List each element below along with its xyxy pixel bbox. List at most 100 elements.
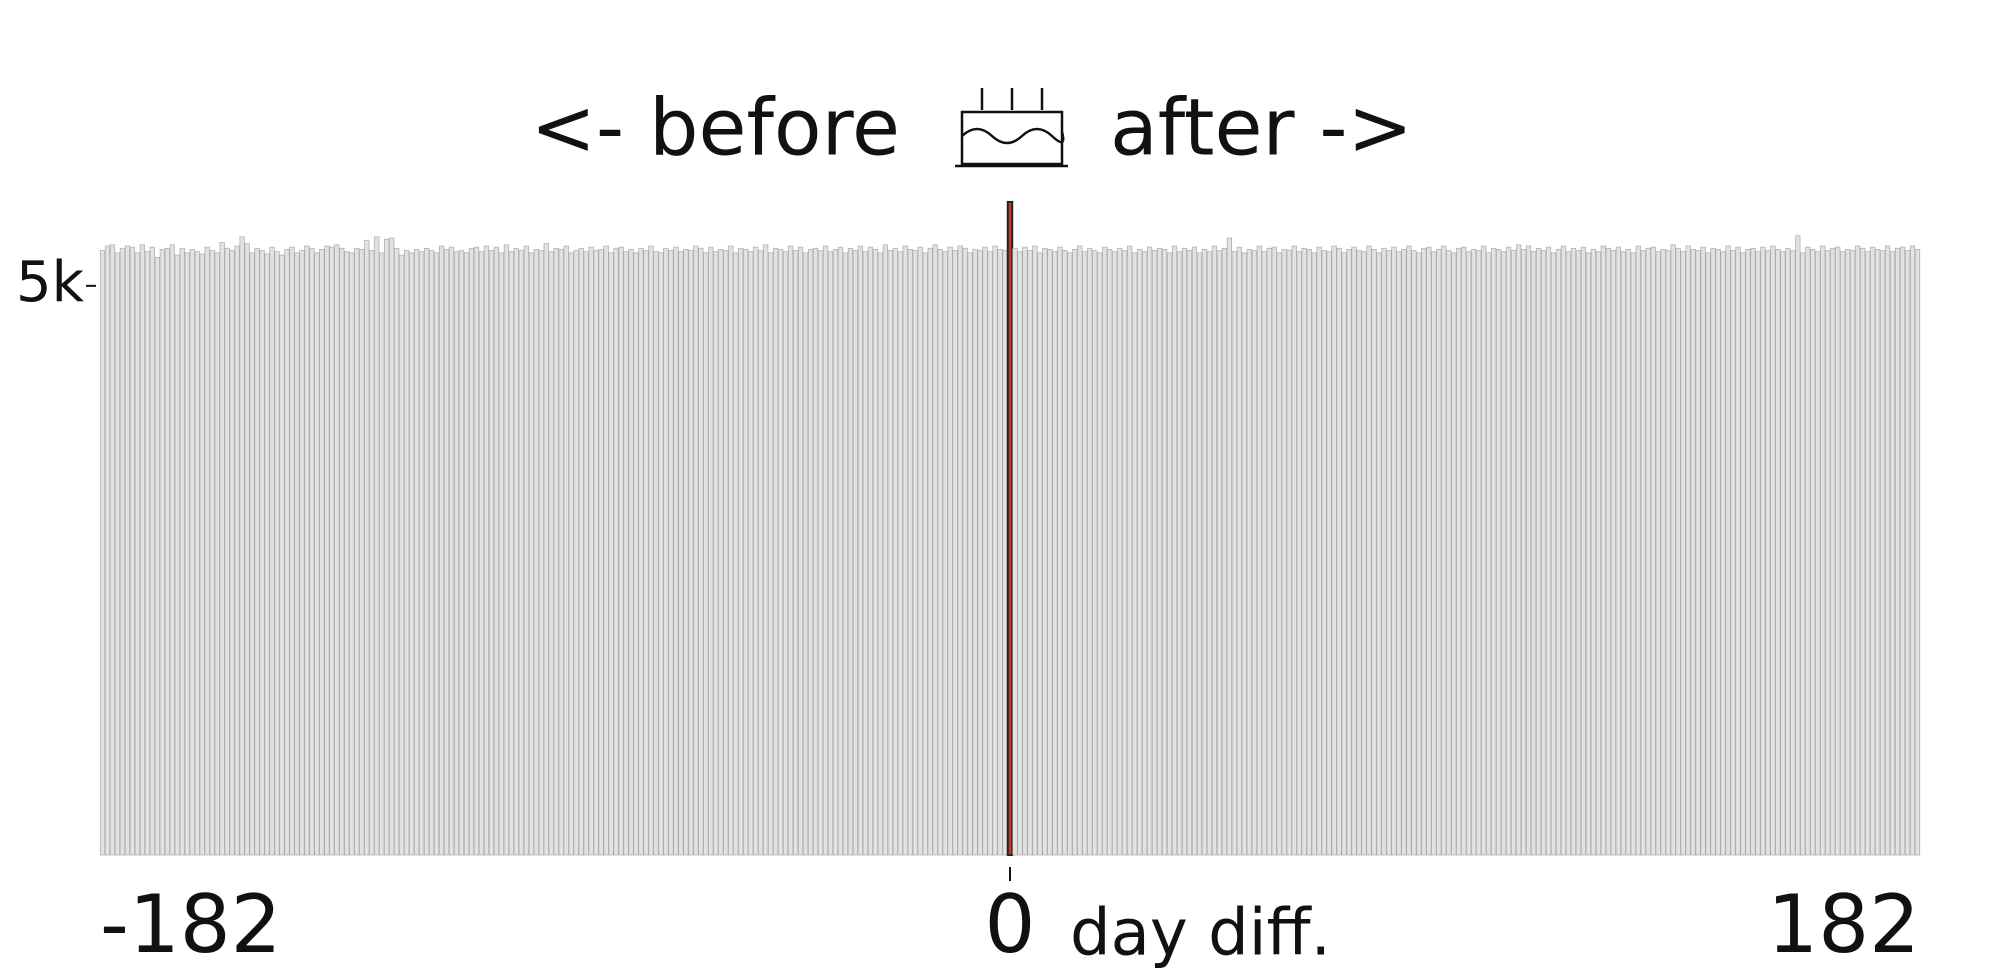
bar [877,252,883,856]
bar [1710,247,1716,856]
bar [154,257,160,856]
bar [1176,251,1183,856]
cake-icon [955,88,1068,168]
bar [1256,245,1262,856]
bar [788,245,794,856]
bar [558,249,564,856]
bar [224,247,230,856]
bar [214,252,220,856]
chart-title-left: <- before [531,83,900,173]
bar [1700,246,1706,856]
bar [1545,246,1552,856]
bar [1196,252,1203,856]
bar [783,251,789,856]
bar [693,245,699,856]
bar [1122,250,1128,856]
bar [1351,246,1357,856]
bar [1077,245,1083,856]
bar [1092,250,1098,856]
bar [414,249,420,856]
bar [1795,235,1801,856]
bar [463,252,470,856]
bar [1431,251,1437,856]
bar [1186,250,1193,856]
bar [1276,252,1282,856]
bar [1117,247,1123,856]
bar [269,246,275,856]
bar [1181,247,1188,856]
bar [543,243,549,856]
bar [962,247,968,856]
bar [758,250,764,856]
bar [688,250,694,856]
bar [473,246,480,856]
bar [1406,245,1412,856]
bar [294,252,300,856]
bar [1082,251,1088,856]
bar [1441,245,1447,856]
bar [1525,245,1532,856]
bar [1012,247,1018,856]
bar [1675,247,1681,856]
bar [384,238,390,856]
bar [1660,249,1666,856]
bar [179,247,185,856]
bar [613,247,619,856]
bar [1785,247,1791,856]
bar [812,247,819,856]
bar [578,247,584,856]
bar [1032,245,1038,856]
bar [1346,249,1352,856]
bar [598,249,604,856]
bar [1037,252,1043,856]
bar [957,245,963,856]
bar [448,246,455,856]
bar [129,246,136,856]
bar [1605,247,1611,856]
bar [1042,247,1048,856]
bar [1685,245,1691,856]
bar [1695,250,1701,856]
bar [1800,252,1806,856]
bar [817,250,824,856]
bar [623,251,629,856]
bar [483,245,490,856]
bar [1775,249,1781,856]
bar [977,250,983,856]
bar [568,252,574,856]
highlight-bar [1006,200,1014,856]
bar [1600,245,1606,856]
bar [663,247,669,856]
bar [1715,249,1721,856]
bar [633,252,639,856]
bar [1281,249,1287,856]
bar [967,252,973,856]
bar [364,239,370,856]
bar [608,252,614,856]
x-axis-label: day diff. [1070,897,1331,971]
bar [1401,249,1407,856]
bar [1550,252,1557,856]
bar [1446,250,1452,856]
bar [359,249,365,856]
bar [1825,250,1831,856]
bar [1421,247,1427,856]
bar [738,247,744,856]
bar [419,251,425,856]
bar [1107,249,1113,856]
bar [1112,251,1118,856]
bar [1535,247,1542,856]
bar [837,246,844,856]
bar [149,246,155,856]
bar [1052,251,1058,856]
bar [867,246,873,856]
bar [1301,247,1307,856]
bar [374,236,380,856]
bar [1436,249,1442,856]
bar [513,247,519,856]
bar [1191,246,1198,856]
bar [1451,252,1457,856]
bar [1570,247,1577,856]
bar [1156,247,1163,856]
bar [1894,247,1901,856]
